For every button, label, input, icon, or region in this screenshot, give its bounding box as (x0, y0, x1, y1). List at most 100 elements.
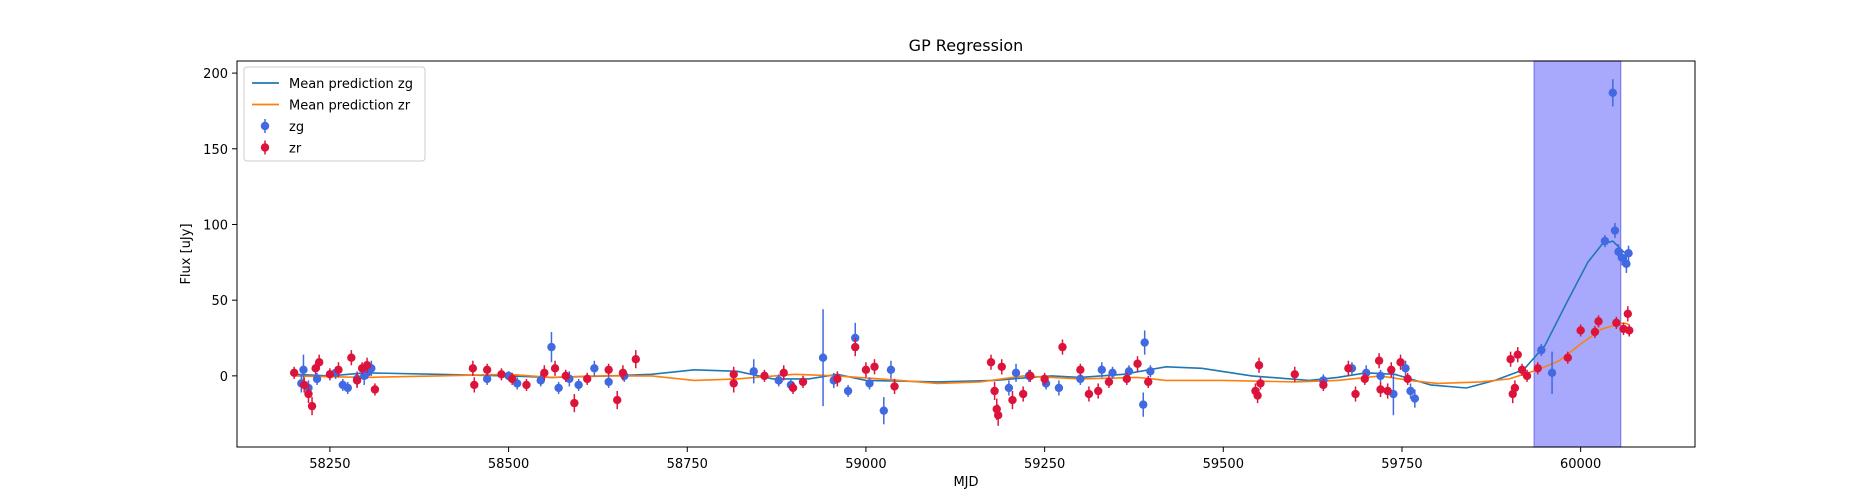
data-point (997, 362, 1006, 371)
data-point (1510, 383, 1520, 393)
axes-frame (236, 60, 1696, 448)
data-point (818, 353, 828, 362)
data-point (886, 365, 896, 374)
data-point (749, 367, 758, 376)
legend-label: Mean prediction zg (289, 77, 413, 92)
data-point (299, 365, 308, 374)
data-point (1139, 400, 1148, 409)
data-point (1256, 379, 1265, 388)
data-point (1608, 88, 1618, 97)
data-point (1590, 327, 1600, 337)
data-point (1374, 356, 1384, 365)
data-point (468, 364, 478, 373)
data-point (604, 377, 613, 387)
data-point (1008, 395, 1017, 405)
data-point (613, 395, 622, 405)
data-point (1018, 389, 1028, 399)
data-point (618, 368, 628, 378)
data-point (583, 374, 592, 384)
data-point (1133, 359, 1142, 368)
data-point (1537, 345, 1546, 355)
data-point (1522, 371, 1532, 381)
data-point (312, 374, 322, 384)
data-point (1410, 394, 1420, 403)
data-point (990, 386, 999, 396)
data-point (1076, 374, 1085, 384)
data-point (729, 379, 738, 388)
plot-area: 58250 58500 58750 59000 59250 59500 59750 60000… (203, 60, 1696, 472)
data-point (879, 406, 889, 415)
legend-point-swatch (260, 121, 270, 131)
data-point (1146, 367, 1155, 376)
data-point (1026, 371, 1035, 381)
data-point (1387, 365, 1396, 374)
data-point (554, 383, 563, 393)
data-point (1547, 368, 1557, 378)
data-point (843, 386, 853, 396)
data-point (334, 365, 343, 374)
data-point (311, 364, 320, 373)
data-point (590, 364, 599, 373)
data-point (1124, 367, 1134, 376)
data-point (482, 365, 492, 374)
legend: Mean prediction zg Mean prediction zr zg zr (243, 66, 426, 162)
data-point (1360, 374, 1370, 384)
data-point (370, 385, 380, 394)
highlight-span (1533, 60, 1622, 448)
data-point (1401, 364, 1410, 373)
data-point (865, 379, 874, 388)
data-point (307, 401, 317, 411)
data-point (299, 380, 309, 390)
data-point (1097, 365, 1106, 374)
y-tick-label: 0 (220, 370, 228, 385)
data-point (1563, 353, 1572, 362)
y-tick-label: 200 (203, 67, 228, 82)
data-point (362, 361, 372, 370)
data-point (304, 389, 313, 399)
data-point (788, 383, 798, 393)
data-point (1506, 355, 1515, 364)
data-point (1576, 326, 1585, 335)
data-point (561, 371, 570, 381)
data-point (522, 380, 531, 390)
data-point (1403, 374, 1412, 384)
data-point (1344, 364, 1353, 373)
data-point (798, 377, 808, 387)
data-point (604, 365, 613, 374)
data-point (1140, 338, 1149, 347)
data-point (729, 370, 738, 379)
data-point (352, 376, 362, 385)
data-point (1594, 317, 1603, 326)
legend-label: Mean prediction zr (289, 99, 411, 114)
legend-label: zg (289, 120, 304, 135)
data-point (1104, 377, 1114, 387)
data-point (570, 398, 579, 408)
data-point (631, 355, 641, 364)
y-tick-label: 150 (203, 143, 228, 158)
y-tick-label: 50 (211, 294, 228, 309)
x-tick-label: 59500 (1203, 457, 1244, 472)
x-axis-label: MJD (953, 475, 978, 490)
data-point (482, 374, 492, 384)
x-tick-label: 59000 (845, 457, 886, 472)
legend-box (243, 66, 426, 162)
data-point (1406, 386, 1415, 396)
x-tick-label: 58500 (488, 457, 529, 472)
x-tick-label: 60000 (1560, 457, 1601, 472)
data-point (1004, 383, 1014, 393)
data-point (507, 374, 517, 384)
data-point (1610, 226, 1620, 235)
data-point (1376, 385, 1385, 394)
data-point (343, 383, 352, 393)
data-point (1617, 253, 1627, 262)
data-point (833, 374, 842, 384)
data-point (1517, 365, 1527, 374)
data-point (1290, 370, 1299, 379)
data-point (1533, 364, 1542, 373)
data-point (497, 370, 506, 379)
data-point (861, 365, 871, 374)
y-tick-label: 100 (203, 218, 228, 233)
data-point (993, 411, 1003, 420)
data-point (1253, 391, 1262, 400)
y-axis-label: Flux [uJy] (179, 223, 194, 284)
